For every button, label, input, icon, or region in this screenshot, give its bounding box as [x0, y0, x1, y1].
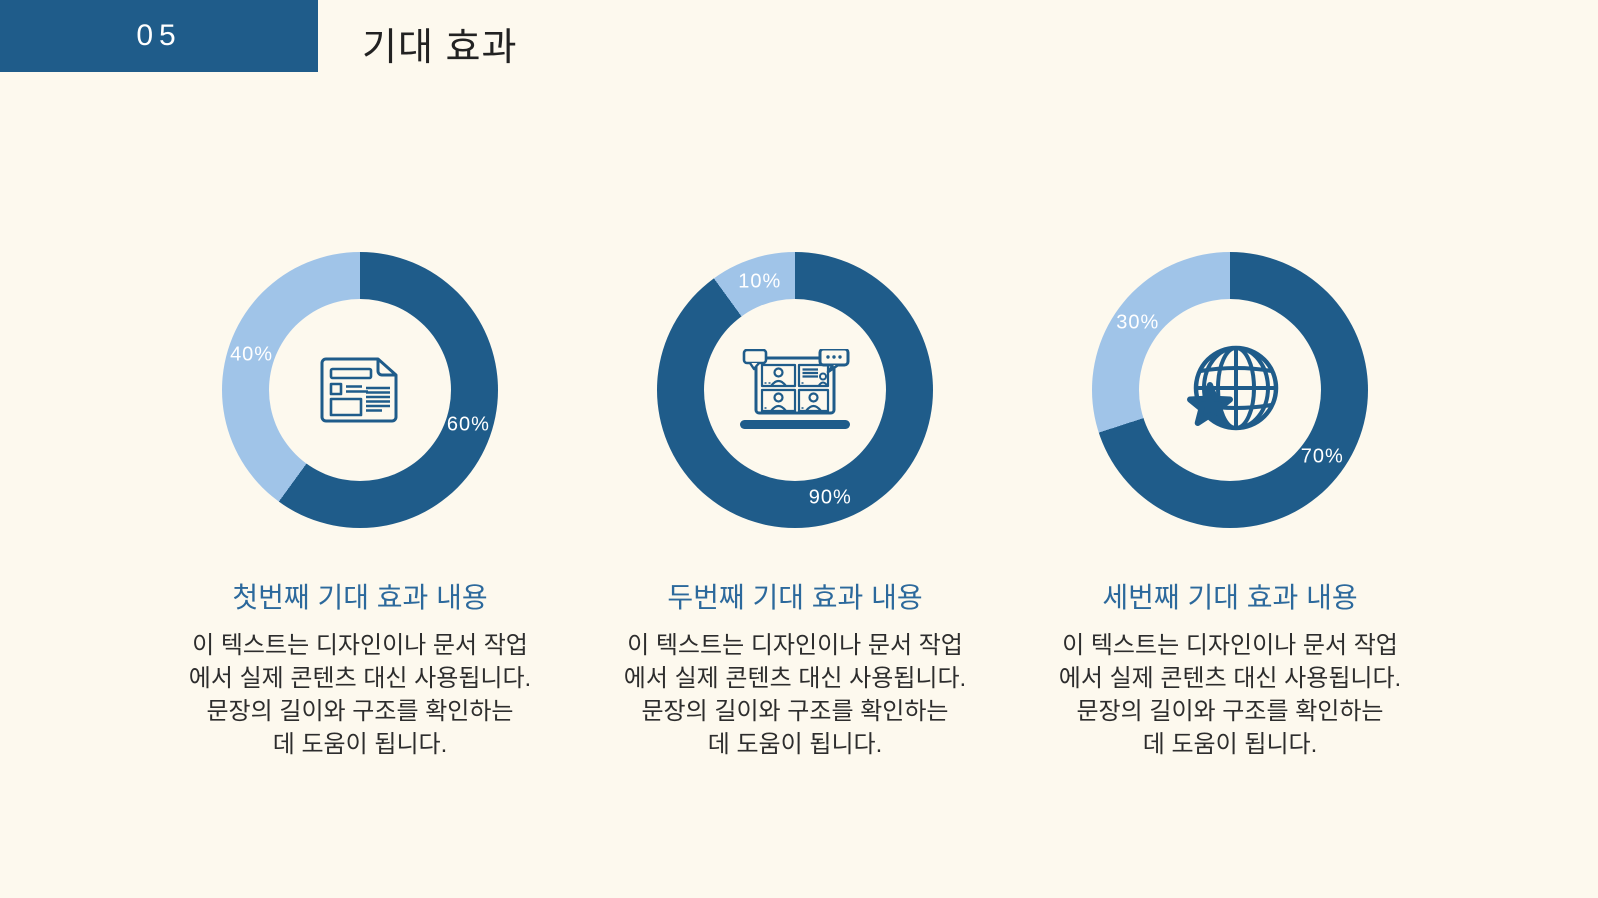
expected-effect-column-2: 90% 10%: [580, 252, 1010, 761]
globe-star-icon: [1139, 299, 1321, 481]
section-body: 이 텍스트는 디자인이나 문서 작업 에서 실제 콘텐츠 대신 사용됩니다. 문…: [1058, 632, 1402, 758]
expected-effect-column-1: 60% 40% 첫번째 기대 효과 내용 이 텍스트는 디자인이나 문서 작업 …: [145, 252, 575, 761]
percent-label-remainder: 10%: [738, 270, 782, 293]
percent-label-remainder: 30%: [1116, 311, 1160, 334]
percent-label-remainder: 40%: [230, 343, 274, 366]
section-number-badge: 05: [0, 0, 318, 72]
percent-label-main: 90%: [808, 486, 852, 509]
section-heading: 세번째 기대 효과 내용: [1102, 582, 1358, 613]
donut-chart-2: 90% 10%: [657, 252, 933, 528]
section-heading: 첫번째 기대 효과 내용: [232, 582, 488, 613]
percent-label-main: 70%: [1300, 445, 1344, 468]
section-body: 이 텍스트는 디자인이나 문서 작업 에서 실제 콘텐츠 대신 사용됩니다. 문…: [623, 632, 967, 758]
section-heading: 두번째 기대 효과 내용: [667, 582, 923, 613]
section-body: 이 텍스트는 디자인이나 문서 작업 에서 실제 콘텐츠 대신 사용됩니다. 문…: [188, 632, 532, 758]
section-number: 05: [136, 19, 182, 52]
video-conference-icon: [704, 299, 886, 481]
expected-effect-column-3: 70% 30% 세번째 기대 효과 내용 이 텍스트는 디자인이나 문서 작업 …: [1015, 252, 1445, 761]
donut-chart-3: 70% 30%: [1092, 252, 1368, 528]
donut-chart-1: 60% 40%: [222, 252, 498, 528]
percent-label-main: 60%: [446, 413, 490, 436]
slide-title: 기대 효과: [362, 27, 518, 69]
document-icon: [269, 299, 451, 481]
